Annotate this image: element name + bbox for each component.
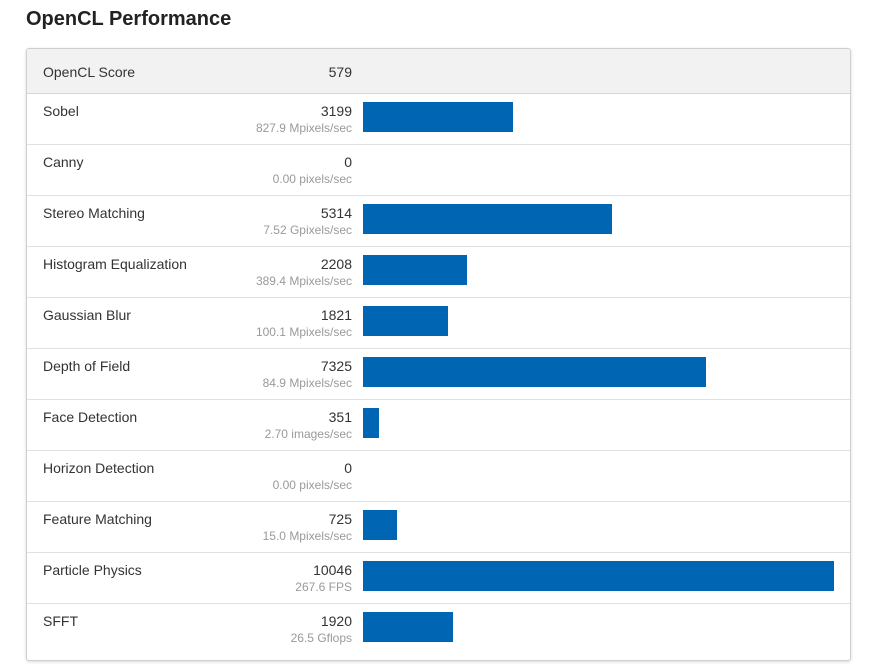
benchmark-score: 1920 [320, 613, 352, 629]
table-row: Canny 0 0.00 pixels/sec [27, 145, 850, 196]
score-bar [363, 306, 448, 336]
score-bar [363, 357, 706, 387]
benchmark-name: Histogram Equalization [43, 256, 187, 272]
benchmark-name: Horizon Detection [43, 460, 155, 476]
table-row: Horizon Detection 0 0.00 pixels/sec [27, 451, 850, 502]
benchmark-name: Particle Physics [43, 562, 142, 578]
table-row: Face Detection 351 2.70 images/sec [27, 400, 850, 451]
benchmark-name: Gaussian Blur [43, 307, 131, 323]
score-bar [363, 408, 379, 438]
benchmark-throughput: 389.4 Mpixels/sec [255, 274, 352, 288]
benchmark-score: 10046 [313, 562, 352, 578]
benchmark-throughput: 7.52 Gpixels/sec [263, 223, 352, 237]
score-value: 579 [328, 64, 352, 80]
benchmark-score: 725 [328, 511, 352, 527]
score-bar [363, 510, 397, 540]
benchmark-throughput: 84.9 Mpixels/sec [262, 376, 352, 390]
benchmark-score: 1821 [320, 307, 352, 323]
table-row: Sobel 3199 827.9 Mpixels/sec [27, 94, 850, 145]
table-row: SFFT 1920 26.5 Gflops [27, 604, 850, 655]
benchmark-name: SFFT [43, 613, 78, 629]
table-row: Feature Matching 725 15.0 Mpixels/sec [27, 502, 850, 553]
table-row: Gaussian Blur 1821 100.1 Mpixels/sec [27, 298, 850, 349]
page-title: OpenCL Performance [26, 8, 232, 30]
benchmark-throughput: 2.70 images/sec [264, 427, 352, 441]
benchmark-throughput: 0.00 pixels/sec [272, 172, 352, 186]
benchmark-score: 5314 [320, 205, 352, 221]
score-bar [363, 102, 513, 132]
benchmark-score: 0 [344, 154, 352, 170]
benchmark-throughput: 26.5 Gflops [290, 631, 352, 645]
benchmark-throughput: 267.6 FPS [295, 580, 352, 594]
benchmark-list: Sobel 3199 827.9 Mpixels/sec Canny 0 0.00 pix… [27, 94, 850, 655]
benchmark-throughput: 827.9 Mpixels/sec [255, 121, 352, 135]
score-bar [363, 612, 453, 642]
table-row: Particle Physics 10046 267.6 FPS [27, 553, 850, 604]
benchmark-throughput: 100.1 Mpixels/sec [255, 325, 352, 339]
benchmark-score: 7325 [320, 358, 352, 374]
results-card: OpenCL Score 579 Sobel 3199 827.9 Mpixels/… [26, 48, 851, 661]
score-row: OpenCL Score 579 [27, 49, 850, 94]
benchmark-throughput: 15.0 Mpixels/sec [262, 529, 352, 543]
benchmark-throughput: 0.00 pixels/sec [272, 478, 352, 492]
benchmark-score: 2208 [320, 256, 352, 272]
benchmark-name: Sobel [43, 103, 79, 119]
table-row: Stereo Matching 5314 7.52 Gpixels/sec [27, 196, 850, 247]
benchmark-score: 351 [328, 409, 352, 425]
table-row: Depth of Field 7325 84.9 Mpixels/sec [27, 349, 850, 400]
benchmark-name: Feature Matching [43, 511, 152, 527]
benchmark-name: Canny [43, 154, 84, 170]
benchmark-name: Stereo Matching [43, 205, 145, 221]
benchmark-score: 0 [344, 460, 352, 476]
benchmark-name: Face Detection [43, 409, 138, 425]
benchmark-score: 3199 [320, 103, 352, 119]
score-bar [363, 255, 467, 285]
score-bar [363, 561, 834, 591]
table-row: Histogram Equalization 2208 389.4 Mpixels/… [27, 247, 850, 298]
benchmark-name: Depth of Field [43, 358, 131, 374]
score-bar [363, 204, 612, 234]
score-label: OpenCL Score [43, 64, 136, 80]
